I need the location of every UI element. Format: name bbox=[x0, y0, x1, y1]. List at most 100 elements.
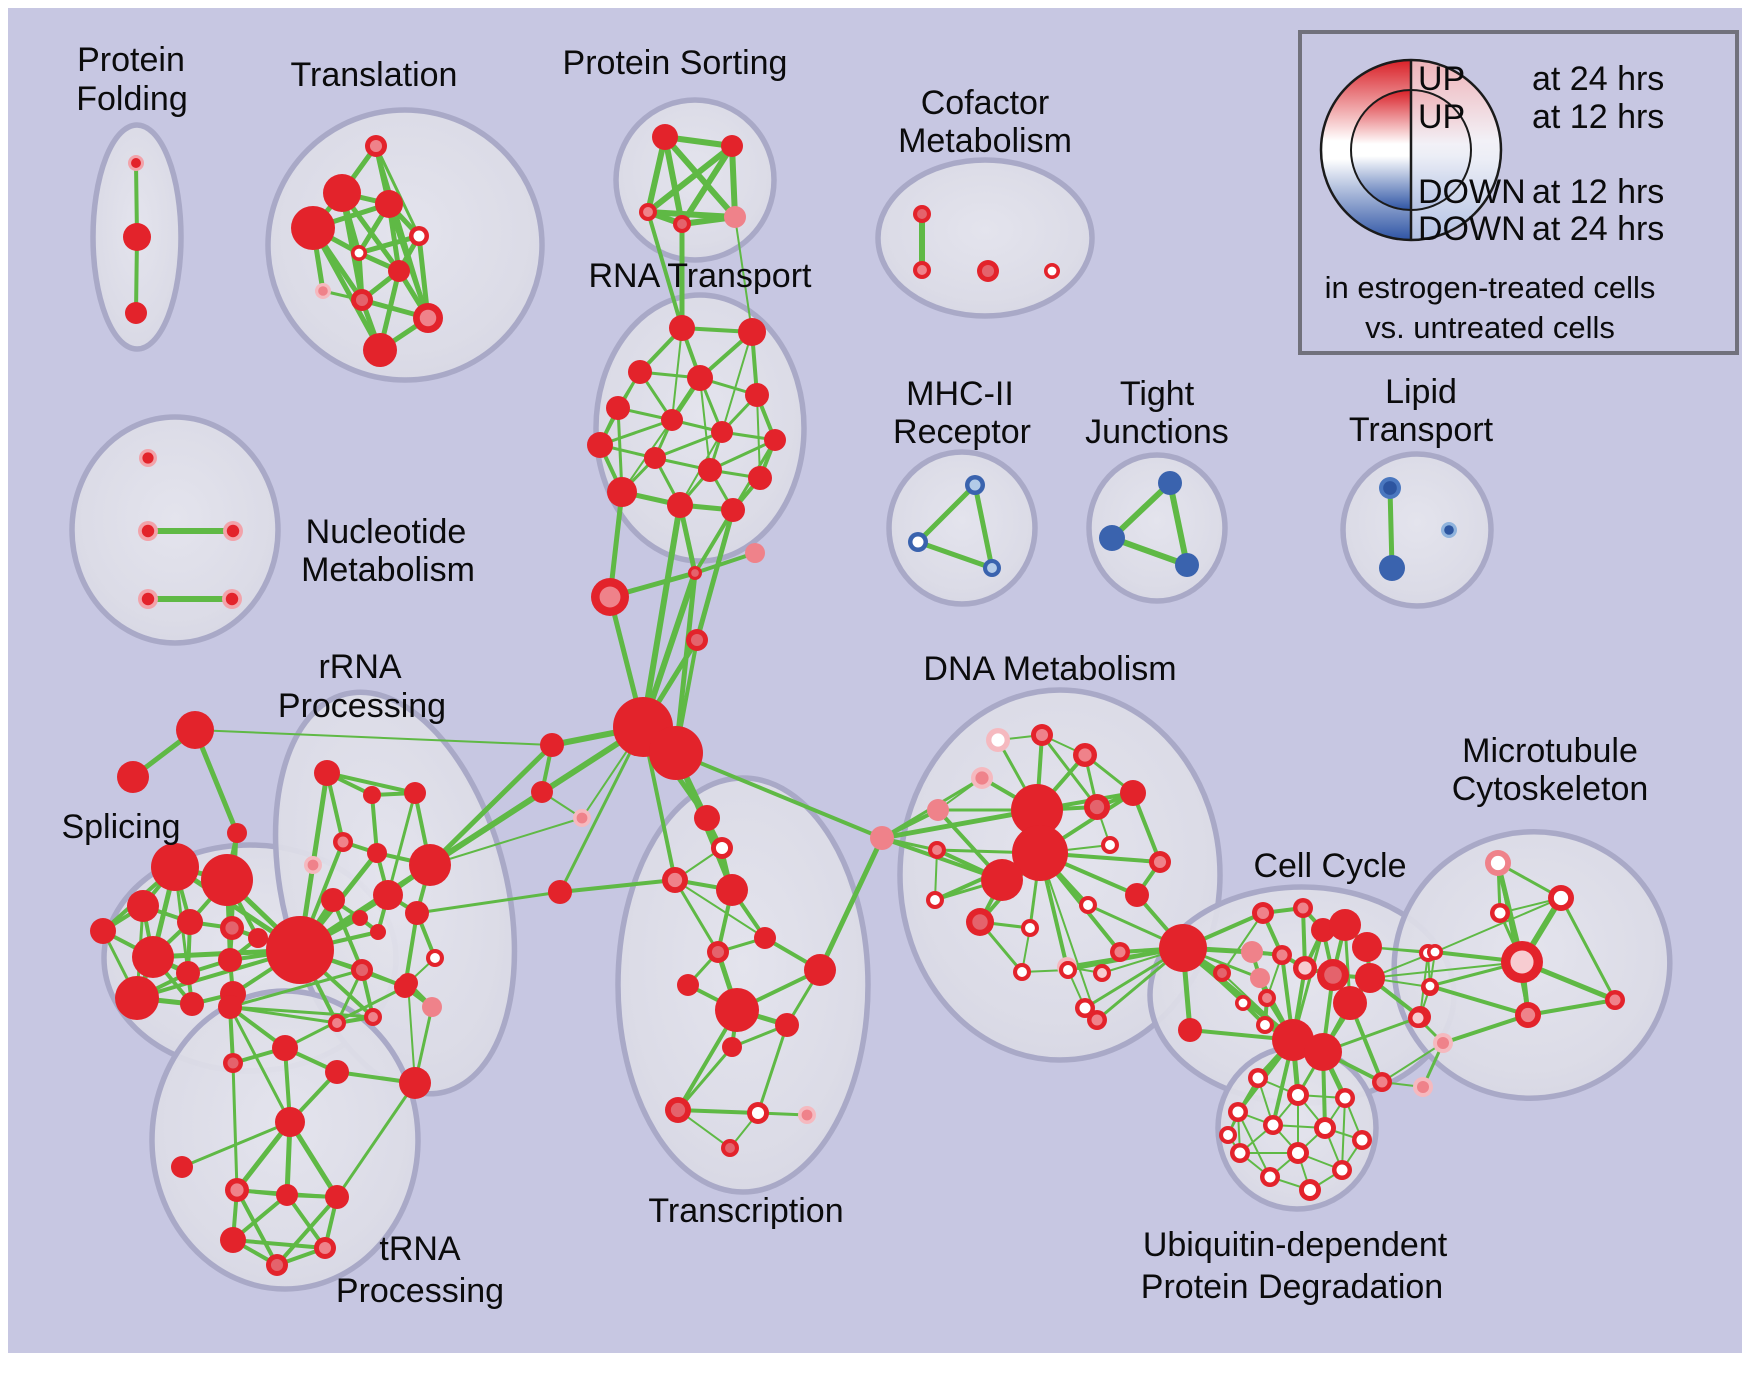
edge-mc bbox=[1526, 998, 1617, 1017]
node-inner-tp-1 bbox=[227, 1057, 239, 1069]
node-hb-3 bbox=[745, 543, 765, 563]
node-inner-mc-5 bbox=[1425, 981, 1435, 991]
node-inner-nm-3 bbox=[141, 592, 155, 606]
node-inner-rr-17 bbox=[332, 1018, 342, 1028]
node-ps-0 bbox=[652, 124, 678, 150]
node-inner-dm-24 bbox=[1063, 965, 1073, 975]
node-tx-7 bbox=[677, 974, 699, 996]
cluster-ellipse-protein-sorting bbox=[613, 97, 777, 263]
edge-link-t-cn bbox=[194, 729, 553, 746]
node-inner-mc-7 bbox=[1609, 994, 1621, 1006]
node-inner-ub-10 bbox=[1264, 1171, 1276, 1183]
node-inner-dm-22 bbox=[1017, 967, 1027, 977]
node-inner-hb-0 bbox=[691, 569, 699, 577]
node-pf-2 bbox=[125, 302, 147, 324]
legend-inner-left-half bbox=[1351, 90, 1411, 210]
node-inner-tx-2 bbox=[667, 872, 683, 888]
node-inner-cc-8 bbox=[1324, 966, 1342, 984]
cluster-ellipse-transcription bbox=[615, 775, 871, 1195]
cluster-label-microtubule-cytoskeleton: Microtubule bbox=[1462, 732, 1638, 770]
cluster-label-translation: Translation bbox=[291, 56, 458, 94]
legend-time-label: at 12 hrs bbox=[1532, 173, 1664, 211]
edge-tx bbox=[756, 1023, 789, 1115]
node-tx-3 bbox=[716, 874, 748, 906]
node-tx-10 bbox=[722, 1037, 742, 1057]
cluster-label-protein-folding: Folding bbox=[76, 80, 188, 118]
node-inner-tp-11 bbox=[318, 1241, 332, 1255]
edge-link-dm-dm bbox=[879, 807, 1040, 841]
cluster-label-trna-processing: tRNA bbox=[379, 1230, 461, 1268]
legend-direction-label: DOWN bbox=[1418, 210, 1526, 248]
cluster-label-cell-cycle: Cell Cycle bbox=[1253, 847, 1406, 885]
cluster-label-transcription: Transcription bbox=[648, 1192, 843, 1230]
node-inner-ub-6 bbox=[1356, 1134, 1368, 1146]
node-inner-cf-2 bbox=[981, 264, 995, 278]
node-inner-cf-0 bbox=[917, 209, 927, 219]
node-inner-hb-1 bbox=[599, 586, 621, 608]
edge-link-cn-rr bbox=[427, 742, 555, 868]
node-hb-5 bbox=[649, 726, 703, 780]
node-inner-tp-12 bbox=[270, 1258, 284, 1272]
cluster-label-rrna-processing: rRNA bbox=[318, 648, 401, 686]
edge-ps bbox=[662, 134, 685, 227]
node-inner-dm-15 bbox=[972, 914, 988, 930]
cluster-label-nucleotide-metabolism: Metabolism bbox=[301, 551, 475, 589]
node-ps-1 bbox=[721, 135, 743, 157]
edge-tr bbox=[356, 233, 422, 256]
node-inner-tx-11 bbox=[670, 1102, 686, 1118]
node-cn-3 bbox=[548, 880, 572, 904]
node-inner-mh-0 bbox=[969, 479, 981, 491]
edge-tp bbox=[335, 1081, 417, 1199]
edge-cc bbox=[1221, 912, 1264, 974]
node-inner-tx-13 bbox=[801, 1109, 813, 1121]
node-sp-6 bbox=[132, 936, 174, 978]
cluster-ellipse-lipid-transport bbox=[1340, 451, 1494, 609]
cluster-label-cofactor-metabolism: Metabolism bbox=[898, 122, 1072, 160]
node-inner-dm-26 bbox=[1091, 1014, 1103, 1026]
edge-link-rr-tp bbox=[228, 1005, 339, 1025]
legend-direction-label: UP bbox=[1418, 98, 1465, 136]
node-tr-10 bbox=[363, 333, 397, 367]
node-sp-2 bbox=[127, 890, 159, 922]
node-inner-cc-18 bbox=[1417, 1081, 1429, 1093]
node-tp-5 bbox=[275, 1107, 305, 1137]
node-tj-2 bbox=[1175, 553, 1199, 577]
node-rr-10 bbox=[405, 901, 429, 925]
node-dm-18 bbox=[1159, 924, 1207, 972]
node-inner-tx-14 bbox=[725, 1143, 735, 1153]
node-rr-1 bbox=[363, 786, 381, 804]
node-rt-11 bbox=[698, 458, 722, 482]
node-pf-1 bbox=[123, 223, 151, 251]
node-rt-8 bbox=[764, 429, 786, 451]
node-inner-mh-2 bbox=[987, 563, 997, 573]
cluster-label-protein-sorting: Protein Sorting bbox=[563, 44, 788, 82]
node-inner-ub-11 bbox=[1303, 1183, 1317, 1197]
node-inner-mc-1 bbox=[1553, 890, 1569, 906]
cluster-label-ubiquitin-degradation: Ubiquitin-dependent bbox=[1143, 1226, 1448, 1264]
node-inner-cn-2 bbox=[576, 812, 588, 824]
node-inner-lt-0 bbox=[1383, 481, 1397, 495]
edge-mc bbox=[1428, 984, 1530, 1017]
cluster-label-mhc-ii-receptor: Receptor bbox=[893, 413, 1031, 451]
node-inner-mc-3 bbox=[1510, 950, 1534, 974]
node-rt-6 bbox=[661, 409, 683, 431]
node-t-2 bbox=[227, 823, 247, 843]
edge-tp bbox=[228, 1005, 292, 1124]
legend-direction-label: UP bbox=[1418, 60, 1465, 98]
node-inner-ub-9 bbox=[1336, 1164, 1348, 1176]
cluster-label-ubiquitin-degradation: Protein Degradation bbox=[1141, 1268, 1443, 1306]
cluster-label-microtubule-cytoskeleton: Cytoskeleton bbox=[1452, 770, 1649, 808]
node-inner-cc-23 bbox=[1217, 968, 1227, 978]
node-rr-16 bbox=[422, 997, 442, 1017]
node-inner-ub-12 bbox=[1223, 1130, 1233, 1140]
node-cc-9 bbox=[1333, 986, 1367, 1020]
node-rt-15 bbox=[721, 498, 745, 522]
edge-mc bbox=[1434, 897, 1562, 953]
node-tp-6 bbox=[171, 1156, 193, 1178]
node-cn-1 bbox=[531, 781, 553, 803]
edge-tx bbox=[676, 1108, 760, 1115]
node-sp-9 bbox=[115, 976, 159, 1020]
cluster-label-rrna-processing: Processing bbox=[278, 687, 446, 725]
node-inner-ub-1 bbox=[1291, 1088, 1305, 1102]
